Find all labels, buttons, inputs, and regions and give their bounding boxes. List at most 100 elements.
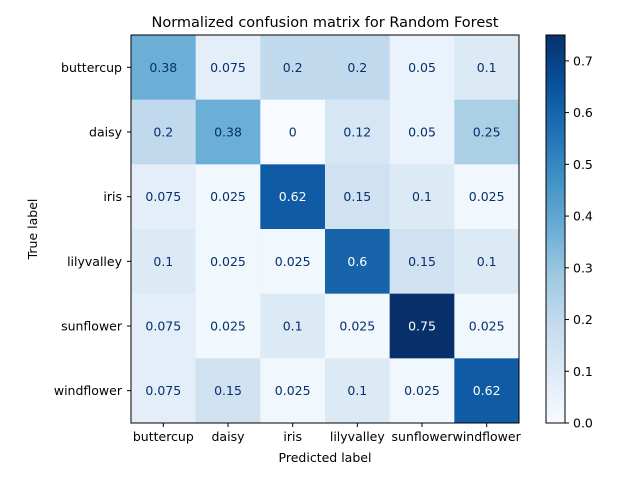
cell-value-label: 0.025 — [210, 189, 246, 204]
x-tick-label: iris — [283, 429, 302, 444]
colorbar-ticks: 0.0 0.1 0.2 0.3 0.4 0.5 0.6 0.7 — [565, 53, 593, 431]
heatmap-cell — [260, 293, 326, 359]
heatmap-cell — [389, 35, 455, 100]
heatmap-cell — [389, 293, 455, 359]
cell-value-label: 0.75 — [408, 319, 436, 334]
cell-value-label: 0.025 — [469, 189, 505, 204]
x-tick-label: sunflower — [392, 429, 454, 444]
cell-value-label: 0.025 — [469, 319, 505, 334]
heatmap-cell — [195, 358, 261, 424]
x-axis-label: Predicted label — [279, 450, 372, 465]
heatmap-cell — [389, 229, 455, 294]
cell-value-label: 0.1 — [412, 189, 432, 204]
heatmap-cell — [454, 164, 520, 230]
heatmap-cell — [131, 164, 196, 230]
heatmap-cell — [454, 99, 520, 165]
colorbar-tick-label: 0.7 — [573, 53, 593, 68]
x-tick-label: windflower — [453, 429, 522, 444]
x-tick-label: daisy — [212, 429, 246, 444]
cell-value-label: 0.025 — [275, 383, 311, 398]
heatmap-cell — [131, 229, 196, 294]
cell-value-label: 0.1 — [477, 254, 497, 269]
heatmap-cells — [131, 35, 520, 424]
cell-value-label: 0.075 — [145, 383, 181, 398]
heatmap-cell — [325, 35, 390, 100]
colorbar-tick-label: 0.0 — [573, 416, 593, 431]
cell-value-label: 0.025 — [404, 383, 440, 398]
cell-value-label: 0.025 — [210, 254, 246, 269]
cell-value-label: 0.38 — [149, 60, 177, 75]
colorbar-tick-label: 0.6 — [573, 105, 593, 120]
y-tick-label: iris — [103, 189, 122, 204]
cell-value-label: 0.62 — [279, 189, 307, 204]
cell-value-label: 0.1 — [153, 254, 173, 269]
y-axis: buttercup daisy iris lilyvalley sunflower win… — [54, 60, 131, 398]
heatmap-cell — [454, 35, 520, 100]
heatmap-cell — [195, 229, 261, 294]
heatmap-cell — [131, 99, 196, 165]
y-tick-label: sunflower — [61, 319, 123, 334]
cell-value-label: 0.15 — [214, 383, 242, 398]
cell-value-label: 0.05 — [408, 60, 436, 75]
y-tick-label: daisy — [89, 125, 123, 140]
cell-value-label: 0.15 — [343, 189, 371, 204]
cell-value-label: 0.2 — [347, 60, 367, 75]
colorbar-gradient — [545, 34, 566, 424]
heatmap-cell — [389, 99, 455, 165]
heatmap-cell — [195, 99, 261, 165]
colorbar-tick-label: 0.2 — [573, 312, 593, 327]
cell-value-label: 0.15 — [408, 254, 436, 269]
cell-value-label: 0 — [289, 125, 297, 140]
cell-value-label: 0.05 — [408, 125, 436, 140]
plot-frame — [130, 34, 520, 424]
cell-value-label: 0.025 — [339, 319, 375, 334]
heatmap-cell — [260, 35, 326, 100]
heatmap-cell — [195, 164, 261, 230]
heatmap-cell — [389, 358, 455, 424]
heatmap-cell — [325, 358, 390, 424]
heatmap-cell — [131, 358, 196, 424]
heatmap-cell — [325, 293, 390, 359]
x-tick-label: buttercup — [133, 429, 194, 444]
colorbar-tick-label: 0.4 — [573, 209, 593, 224]
heatmap-cell — [454, 229, 520, 294]
heatmap-cell — [260, 164, 326, 230]
heatmap-cell — [195, 293, 261, 359]
y-axis-label: True label — [25, 199, 40, 261]
heatmap-value-labels: 0.38 0.075 0.2 0.2 0.05 0.1 0.2 0.38 0 0.12 0.05 0.… — [145, 60, 504, 398]
cell-value-label: 0.62 — [473, 383, 501, 398]
x-axis: buttercup daisy iris lilyvalley sunflower win… — [133, 423, 522, 444]
cell-value-label: 0.25 — [473, 125, 501, 140]
heatmap-cell — [389, 164, 455, 230]
heatmap-cell — [260, 358, 326, 424]
heatmap-cell — [454, 293, 520, 359]
cell-value-label: 0.1 — [283, 319, 303, 334]
heatmap-cell — [325, 164, 390, 230]
cell-value-label: 0.1 — [347, 383, 367, 398]
y-tick-label: buttercup — [61, 60, 122, 75]
colorbar-tick-label: 0.1 — [573, 364, 593, 379]
heatmap-cell — [195, 35, 261, 100]
cell-value-label: 0.1 — [477, 60, 497, 75]
cell-value-label: 0.075 — [210, 60, 246, 75]
heatmap-cell — [325, 99, 390, 165]
heatmap-cell — [131, 293, 196, 359]
cell-value-label: 0.6 — [347, 254, 367, 269]
cell-value-label: 0.025 — [210, 319, 246, 334]
cell-value-label: 0.12 — [343, 125, 371, 140]
heatmap-cell — [260, 99, 326, 165]
cell-value-label: 0.075 — [145, 319, 181, 334]
colorbar-tick-label: 0.5 — [573, 157, 593, 172]
colorbar-tick-label: 0.3 — [573, 260, 593, 275]
cell-value-label: 0.2 — [283, 60, 303, 75]
heatmap-cell — [454, 358, 520, 424]
y-tick-label: lilyvalley — [67, 254, 123, 269]
x-tick-label: lilyvalley — [330, 429, 386, 444]
y-tick-label: windflower — [54, 383, 123, 398]
cell-value-label: 0.2 — [153, 125, 173, 140]
cell-value-label: 0.075 — [145, 189, 181, 204]
cell-value-label: 0.38 — [214, 125, 242, 140]
chart-title: Normalized confusion matrix for Random F… — [152, 15, 499, 31]
